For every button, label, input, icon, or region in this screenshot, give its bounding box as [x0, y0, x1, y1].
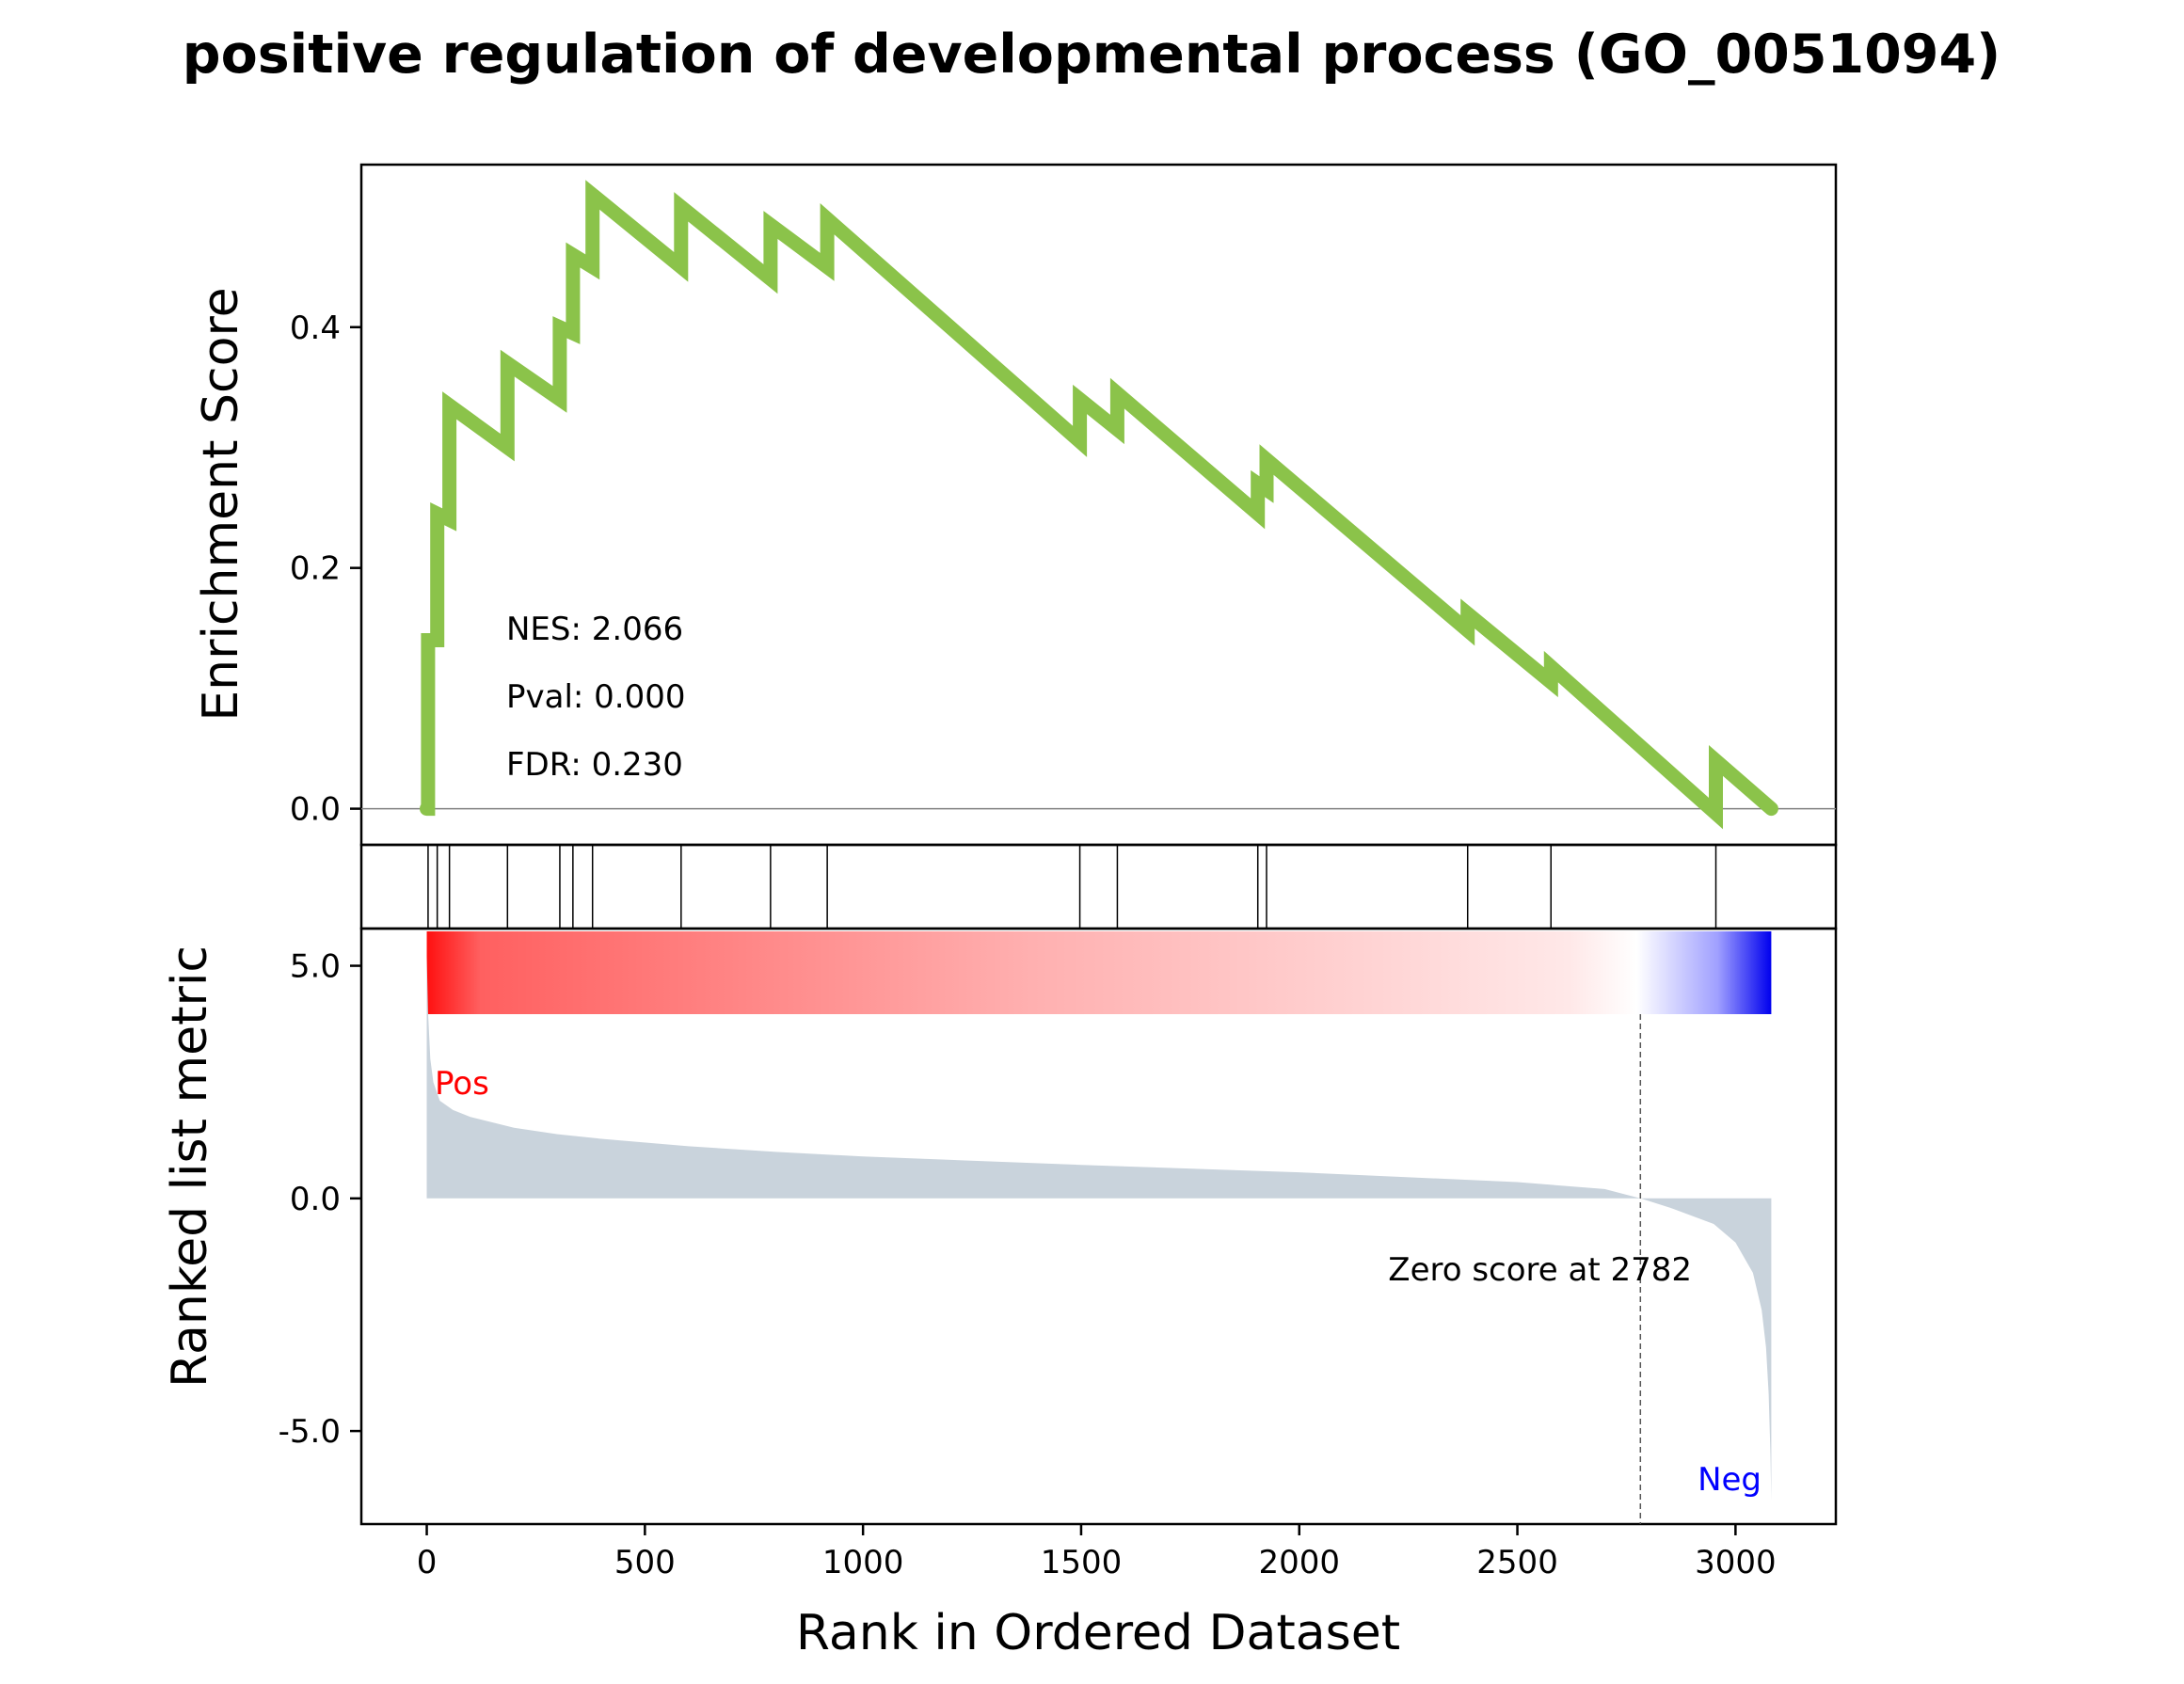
es-y-tick-label: 0.4	[290, 310, 341, 347]
rank-panel-frame	[359, 927, 1838, 1526]
x-tick-label: 1500	[1041, 1544, 1123, 1581]
zero-score-text: Zero score at 2782	[1388, 1251, 1692, 1289]
es-y-ticks: 0.0 0.2 0.4	[290, 310, 361, 829]
hit-lines	[427, 845, 1717, 929]
stat-nes: NES: 2.066	[506, 611, 683, 648]
ranked-metric-panel: 5.0 0.0 -5.0 Pos Neg Zero score at 2782 Ra…	[162, 927, 1838, 1526]
pos-label: Pos	[435, 1065, 489, 1103]
es-y-tick-label: 0.2	[290, 550, 341, 588]
chart-title: positive regulation of developmental pro…	[183, 24, 2001, 86]
es-y-axis-label: Enrichment Score	[193, 287, 249, 721]
stat-pval: Pval: 0.000	[506, 678, 686, 716]
neg-label: Neg	[1698, 1461, 1762, 1499]
enrichment-score-line	[420, 180, 1778, 830]
rank-y-tick-label: 5.0	[290, 948, 341, 986]
x-tick-label: 500	[614, 1544, 676, 1581]
rank-y-ticks: 5.0 0.0 -5.0	[279, 948, 361, 1451]
x-tick-label: 2500	[1476, 1544, 1558, 1581]
ranked-metric-area	[426, 956, 1772, 1501]
x-tick-label: 1000	[822, 1544, 904, 1581]
x-axis-label: Rank in Ordered Dataset	[796, 1605, 1400, 1661]
x-tick-label: 3000	[1695, 1544, 1777, 1581]
x-axis-ticks: 0 500 1000 1500 2000 2500 3000	[417, 1524, 1777, 1581]
x-tick-label: 0	[417, 1544, 438, 1581]
rank-y-tick-label: -5.0	[279, 1413, 341, 1451]
rank-y-axis-label: Ranked list metric	[162, 945, 218, 1388]
stat-fdr: FDR: 0.230	[506, 746, 683, 784]
es-y-tick-label: 0.0	[290, 791, 341, 829]
gene-hits-panel	[359, 843, 1838, 930]
rank-y-tick-label: 0.0	[290, 1181, 341, 1218]
hits-panel-frame	[359, 843, 1838, 930]
enrichment-score-panel: 0.0 0.2 0.4 NES: 2.066 Pval: 0.000 FDR: 0.…	[193, 163, 1838, 847]
rank-color-bar	[426, 931, 1772, 1014]
x-tick-label: 2000	[1258, 1544, 1340, 1581]
